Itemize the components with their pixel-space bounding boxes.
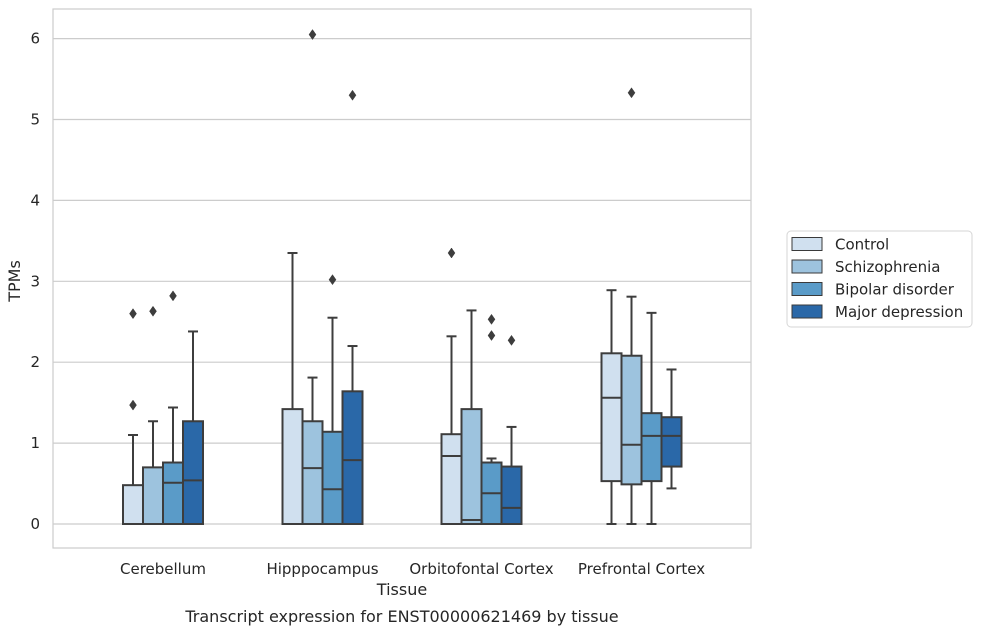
y-tick-label: 2 bbox=[30, 353, 40, 371]
y-tick-label: 6 bbox=[30, 30, 40, 48]
series-major-depression bbox=[182, 89, 683, 526]
iqr-box bbox=[321, 430, 344, 525]
iqr-box bbox=[640, 412, 663, 483]
y-tick-label: 4 bbox=[30, 191, 40, 209]
y-tick-label: 5 bbox=[30, 111, 40, 129]
iqr-box bbox=[460, 408, 483, 526]
iqr-box bbox=[500, 465, 523, 526]
box-hipppocampus bbox=[341, 89, 364, 525]
legend-frame bbox=[786, 230, 973, 328]
y-tick-label: 1 bbox=[30, 434, 40, 452]
legend-label: Bipolar disorder bbox=[835, 281, 955, 299]
box-cerebellum bbox=[142, 305, 164, 525]
outlier-point bbox=[487, 313, 496, 325]
legend-item-schizophrenia: Schizophrenia bbox=[791, 258, 940, 276]
y-tick-labels: 0 1 2 3 4 5 6 bbox=[30, 30, 40, 533]
legend-label: Major depression bbox=[835, 303, 963, 321]
series-schizophrenia bbox=[142, 29, 643, 526]
outlier-point bbox=[169, 290, 177, 302]
iqr-box bbox=[182, 420, 204, 525]
outlier-point bbox=[129, 399, 137, 411]
x-tick-labels: Cerebellum Hipppocampus Orbitofontal Corte… bbox=[120, 560, 705, 578]
iqr-box bbox=[600, 352, 623, 483]
box-cerebellum bbox=[122, 308, 144, 525]
outlier-point bbox=[149, 305, 157, 317]
legend-swatch bbox=[791, 282, 823, 296]
x-tick-label: Prefrontal Cortex bbox=[578, 560, 705, 578]
iqr-box bbox=[281, 408, 304, 526]
legend-item-bipolar-disorder: Bipolar disorder bbox=[791, 281, 955, 299]
box-orbitofontal-cortex bbox=[440, 247, 463, 525]
iqr-box bbox=[162, 461, 184, 525]
box-prefrontal-cortex bbox=[620, 87, 643, 525]
iqr-box bbox=[122, 484, 144, 525]
box-prefrontal-cortex bbox=[600, 289, 623, 525]
legend-item-control: Control bbox=[791, 236, 889, 254]
box-prefrontal-cortex bbox=[640, 311, 663, 525]
box-series-layer bbox=[122, 29, 683, 526]
box-orbitofontal-cortex bbox=[480, 313, 503, 525]
outlier-point bbox=[447, 247, 456, 259]
legend-item-major-depression: Major depression bbox=[791, 303, 963, 321]
legend-label: Control bbox=[835, 236, 889, 254]
x-tick-label: Orbitofontal Cortex bbox=[409, 560, 553, 578]
outlier-point bbox=[507, 334, 516, 346]
legend: Control Schizophrenia Bipolar disorder Majo… bbox=[786, 230, 973, 328]
outlier-point bbox=[348, 89, 357, 101]
series-control bbox=[122, 247, 623, 526]
x-tick-label: Cerebellum bbox=[120, 560, 206, 578]
box-orbitofontal-cortex bbox=[460, 309, 483, 526]
box-orbitofontal-cortex bbox=[500, 334, 523, 526]
plot-area-frame bbox=[52, 8, 752, 549]
box-hipppocampus bbox=[281, 251, 304, 526]
series-bipolar-disorder bbox=[162, 274, 663, 525]
box-prefrontal-cortex bbox=[660, 368, 683, 490]
iqr-box bbox=[341, 390, 364, 525]
x-axis-label: Tissue bbox=[376, 580, 427, 599]
outlier-point bbox=[129, 308, 137, 320]
legend-label: Schizophrenia bbox=[835, 258, 940, 276]
box-cerebellum bbox=[182, 330, 204, 525]
y-axis-label: TPMs bbox=[5, 260, 24, 303]
legend-swatch bbox=[791, 304, 823, 319]
iqr-box bbox=[440, 433, 463, 525]
box-hipppocampus bbox=[321, 274, 344, 525]
chart-title: Transcript expression for ENST0000062146… bbox=[184, 607, 618, 626]
x-tick-label: Hipppocampus bbox=[266, 560, 378, 578]
y-tick-label: 0 bbox=[30, 515, 40, 533]
outlier-point bbox=[328, 274, 337, 286]
box-cerebellum bbox=[162, 290, 184, 525]
outlier-point bbox=[487, 330, 496, 341]
outlier-point bbox=[627, 87, 636, 99]
legend-swatch bbox=[791, 237, 823, 251]
y-tick-label: 3 bbox=[30, 272, 40, 290]
iqr-box bbox=[142, 466, 164, 525]
outlier-point bbox=[308, 29, 317, 40]
iqr-box bbox=[660, 416, 683, 468]
gridlines bbox=[53, 37, 751, 525]
iqr-box bbox=[620, 354, 643, 486]
box-hipppocampus bbox=[301, 29, 324, 525]
legend-swatch bbox=[791, 259, 823, 274]
iqr-box bbox=[301, 420, 324, 525]
